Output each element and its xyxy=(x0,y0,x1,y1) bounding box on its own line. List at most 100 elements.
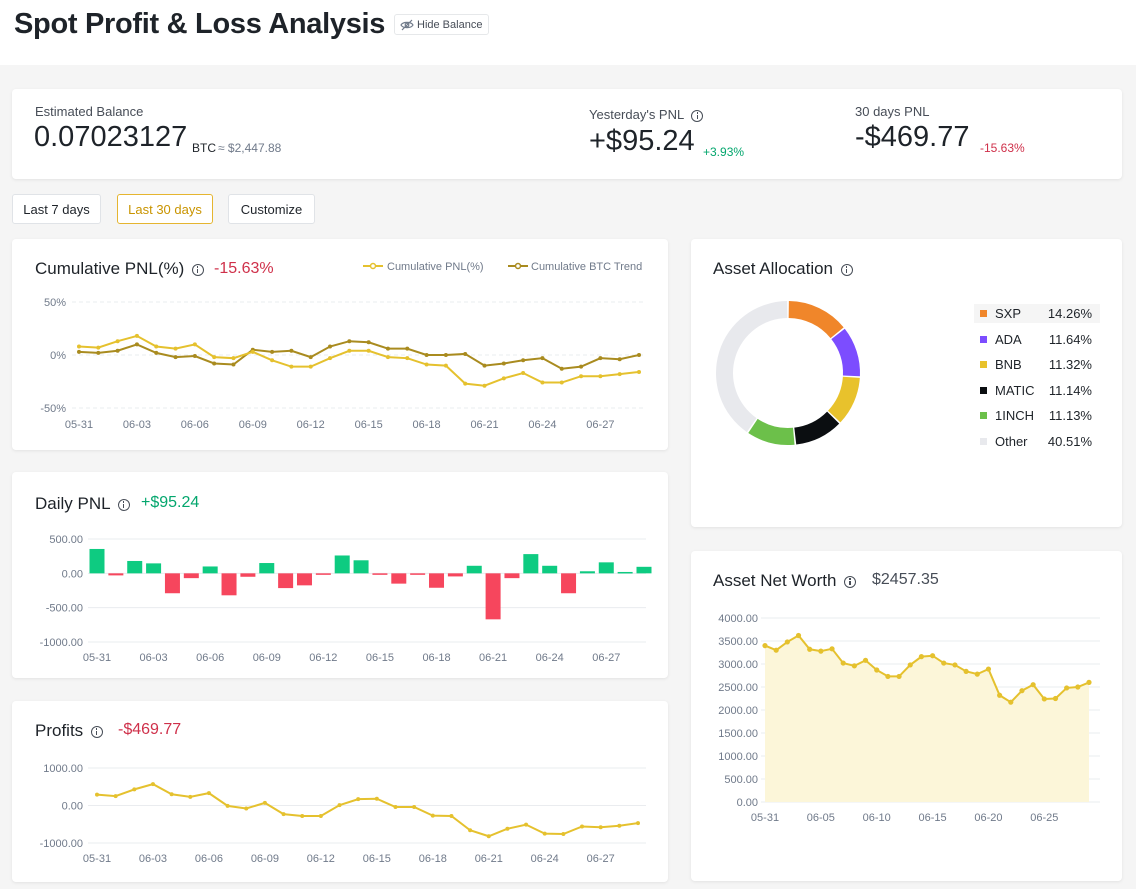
data-point xyxy=(907,662,913,668)
data-point xyxy=(985,666,992,672)
series-line xyxy=(78,334,640,387)
x-tick-label: 06-24 xyxy=(536,652,564,664)
pnl-bar xyxy=(429,573,445,588)
data-point xyxy=(795,632,802,639)
data-point xyxy=(225,803,230,808)
x-tick-label: 06-03 xyxy=(140,652,168,664)
x-tick-label: 05-31 xyxy=(83,853,111,865)
allocation-legend-item-matic[interactable]: MATIC 11.14% xyxy=(974,381,1100,400)
info-icon[interactable] xyxy=(192,263,204,276)
allocation-legend-item-sxp[interactable]: SXP 14.26% xyxy=(974,304,1100,323)
legend-btc-trend[interactable]: Cumulative BTC Trend xyxy=(508,261,642,273)
legend-btc-trend-label: Cumulative BTC Trend xyxy=(531,261,642,273)
pnl-bar xyxy=(561,573,577,594)
x-tick-label: 06-21 xyxy=(479,652,507,664)
data-point xyxy=(773,647,779,653)
info-icon[interactable] xyxy=(844,575,857,588)
data-point xyxy=(598,374,603,379)
data-point xyxy=(95,792,99,797)
data-point xyxy=(524,822,529,827)
allocation-legend-item-1inch[interactable]: 1INCH 11.13% xyxy=(974,406,1100,425)
data-point xyxy=(561,832,566,836)
data-point xyxy=(941,660,947,666)
hide-balance-button[interactable]: Hide Balance xyxy=(394,14,490,35)
data-point xyxy=(430,813,435,818)
asset-allocation-title-text: Asset Allocation xyxy=(713,259,834,278)
data-point xyxy=(393,805,398,809)
data-point xyxy=(270,349,275,354)
days30-pnl-pct: -15.63% xyxy=(980,141,1025,155)
data-point xyxy=(896,673,902,680)
legend-cumulative-pnl[interactable]: Cumulative PNL(%) xyxy=(363,261,484,273)
data-point xyxy=(918,654,925,660)
legend-asset-name: Other xyxy=(995,433,1028,449)
info-icon[interactable] xyxy=(840,263,853,276)
pnl-bar xyxy=(410,573,426,575)
filter-customize[interactable]: Customize xyxy=(228,194,315,224)
data-point xyxy=(617,823,622,828)
pnl-bar xyxy=(523,554,539,574)
legend-asset-name: ADA xyxy=(995,331,1022,347)
cumulative-pnl-value: -15.63% xyxy=(214,260,274,277)
pnl-bar xyxy=(127,560,143,574)
donut-slice-other[interactable] xyxy=(716,301,788,433)
data-point xyxy=(337,803,342,808)
donut-slice-sxp[interactable] xyxy=(788,301,844,339)
filter-last-30-days[interactable]: Last 30 days xyxy=(117,194,213,224)
legend-swatch xyxy=(980,335,987,343)
pnl-bar xyxy=(353,560,369,574)
x-tick-label: 06-24 xyxy=(531,853,559,865)
data-point xyxy=(262,800,267,805)
donut-slice-matic[interactable] xyxy=(794,411,840,445)
x-tick-label: 06-15 xyxy=(355,419,383,431)
data-point xyxy=(1052,695,1059,702)
allocation-legend-item-other[interactable]: Other 40.51% xyxy=(974,432,1100,451)
x-tick-label: 06-06 xyxy=(181,419,209,431)
x-tick-label: 06-12 xyxy=(309,652,337,664)
legend-asset-pct: 11.32% xyxy=(1048,357,1092,372)
pnl-bar xyxy=(372,573,388,575)
allocation-legend-item-ada[interactable]: ADA 11.64% xyxy=(974,330,1100,349)
info-icon[interactable] xyxy=(691,109,704,122)
data-point xyxy=(134,342,139,347)
legend-asset-name: BNB xyxy=(995,357,1022,372)
donut-slice-ada[interactable] xyxy=(831,328,860,377)
data-point xyxy=(96,350,101,355)
data-point xyxy=(521,358,526,363)
asset-allocation-card: Asset Allocation xyxy=(691,239,1122,527)
donut-slice-bnb[interactable] xyxy=(828,376,860,423)
x-tick-label: 06-10 xyxy=(863,812,891,824)
info-icon[interactable] xyxy=(90,725,103,738)
x-tick-label: 06-21 xyxy=(470,419,498,431)
legend-swatch xyxy=(980,386,987,394)
data-point xyxy=(308,355,313,360)
data-point xyxy=(637,369,641,374)
cumulative-pnl-title: Cumulative PNL(%) xyxy=(35,259,204,279)
x-tick-label: 06-18 xyxy=(413,419,441,431)
data-point xyxy=(318,814,323,818)
data-point xyxy=(192,354,197,359)
data-point xyxy=(463,381,468,386)
legend-asset-name: MATIC xyxy=(995,382,1035,398)
data-point xyxy=(963,668,969,674)
pnl-bar xyxy=(315,573,331,575)
legend-asset-pct: 11.13% xyxy=(1048,408,1092,423)
legend-asset-pct: 40.51% xyxy=(1047,433,1092,449)
asset-allocation-title: Asset Allocation xyxy=(713,259,853,279)
pnl-bar xyxy=(202,566,218,574)
asset-networth-title: Asset Net Worth xyxy=(713,571,857,591)
asset-networth-card: Asset Net Worth $2457.35 4000.00 3500.00 3… xyxy=(691,551,1122,881)
eye-off-icon xyxy=(400,19,414,30)
data-point xyxy=(929,653,936,659)
allocation-legend-item-bnb[interactable]: BNB 11.32% xyxy=(974,355,1100,374)
daily-pnl-title-text: Daily PNL xyxy=(35,494,110,513)
info-icon[interactable] xyxy=(117,498,130,511)
data-point xyxy=(784,639,790,645)
data-point xyxy=(115,339,120,344)
filter-last-7-days[interactable]: Last 7 days xyxy=(12,194,101,224)
pnl-bar xyxy=(334,555,350,574)
donut-slice-1inch[interactable] xyxy=(748,418,795,445)
data-point xyxy=(1019,688,1025,694)
